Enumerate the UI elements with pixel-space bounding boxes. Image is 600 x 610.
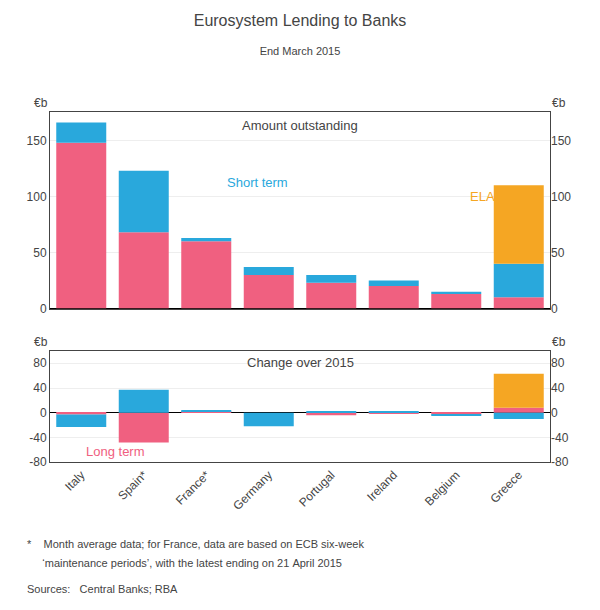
svg-text:€b: €b bbox=[552, 96, 566, 110]
svg-text:Eurosystem Lending to Banks: Eurosystem Lending to Banks bbox=[194, 12, 407, 29]
svg-text:50: 50 bbox=[551, 246, 565, 260]
svg-text:France*: France* bbox=[173, 468, 213, 508]
svg-text:-40: -40 bbox=[551, 431, 569, 445]
svg-text:0: 0 bbox=[551, 302, 558, 316]
svg-text:€b: €b bbox=[34, 96, 48, 110]
svg-text:Short term: Short term bbox=[227, 175, 288, 190]
svg-text:End March 2015: End March 2015 bbox=[260, 45, 341, 57]
svg-text:80: 80 bbox=[33, 356, 47, 370]
svg-text:100: 100 bbox=[27, 190, 47, 204]
svg-text:Portugal: Portugal bbox=[296, 468, 338, 510]
svg-text:0: 0 bbox=[551, 406, 558, 420]
svg-text:Italy: Italy bbox=[62, 468, 87, 493]
svg-text:40: 40 bbox=[551, 381, 565, 395]
svg-text:Amount outstanding: Amount outstanding bbox=[242, 118, 358, 133]
svg-text:50: 50 bbox=[33, 246, 47, 260]
svg-text:80: 80 bbox=[551, 356, 565, 370]
svg-text:0: 0 bbox=[40, 406, 47, 420]
svg-text:ELA: ELA bbox=[470, 189, 495, 204]
svg-text:Greece: Greece bbox=[487, 468, 525, 506]
svg-text:Change over 2015: Change over 2015 bbox=[247, 355, 354, 370]
svg-text:-80: -80 bbox=[29, 455, 47, 469]
svg-text:150: 150 bbox=[27, 134, 47, 148]
svg-text:-80: -80 bbox=[551, 455, 569, 469]
svg-text:40: 40 bbox=[33, 381, 47, 395]
svg-text:Germany: Germany bbox=[230, 468, 275, 513]
svg-text:‘maintenance periods’, with th: ‘maintenance periods’, with the latest e… bbox=[27, 557, 342, 569]
svg-text:Belgium: Belgium bbox=[422, 468, 463, 509]
svg-text:* Month average data; for F: * Month average data; for France, data a… bbox=[27, 538, 364, 550]
svg-text:€b: €b bbox=[552, 335, 566, 349]
svg-text:0: 0 bbox=[40, 302, 47, 316]
svg-text:150: 150 bbox=[551, 134, 571, 148]
svg-text:Spain*: Spain* bbox=[115, 468, 150, 503]
svg-text:-40: -40 bbox=[29, 431, 47, 445]
svg-text:€b: €b bbox=[34, 335, 48, 349]
svg-text:Long term: Long term bbox=[86, 444, 145, 459]
svg-text:Sources: Central Banks; RBA: Sources: Central Banks; RBA bbox=[27, 583, 178, 595]
svg-text:100: 100 bbox=[551, 190, 571, 204]
svg-text:Ireland: Ireland bbox=[364, 468, 400, 504]
